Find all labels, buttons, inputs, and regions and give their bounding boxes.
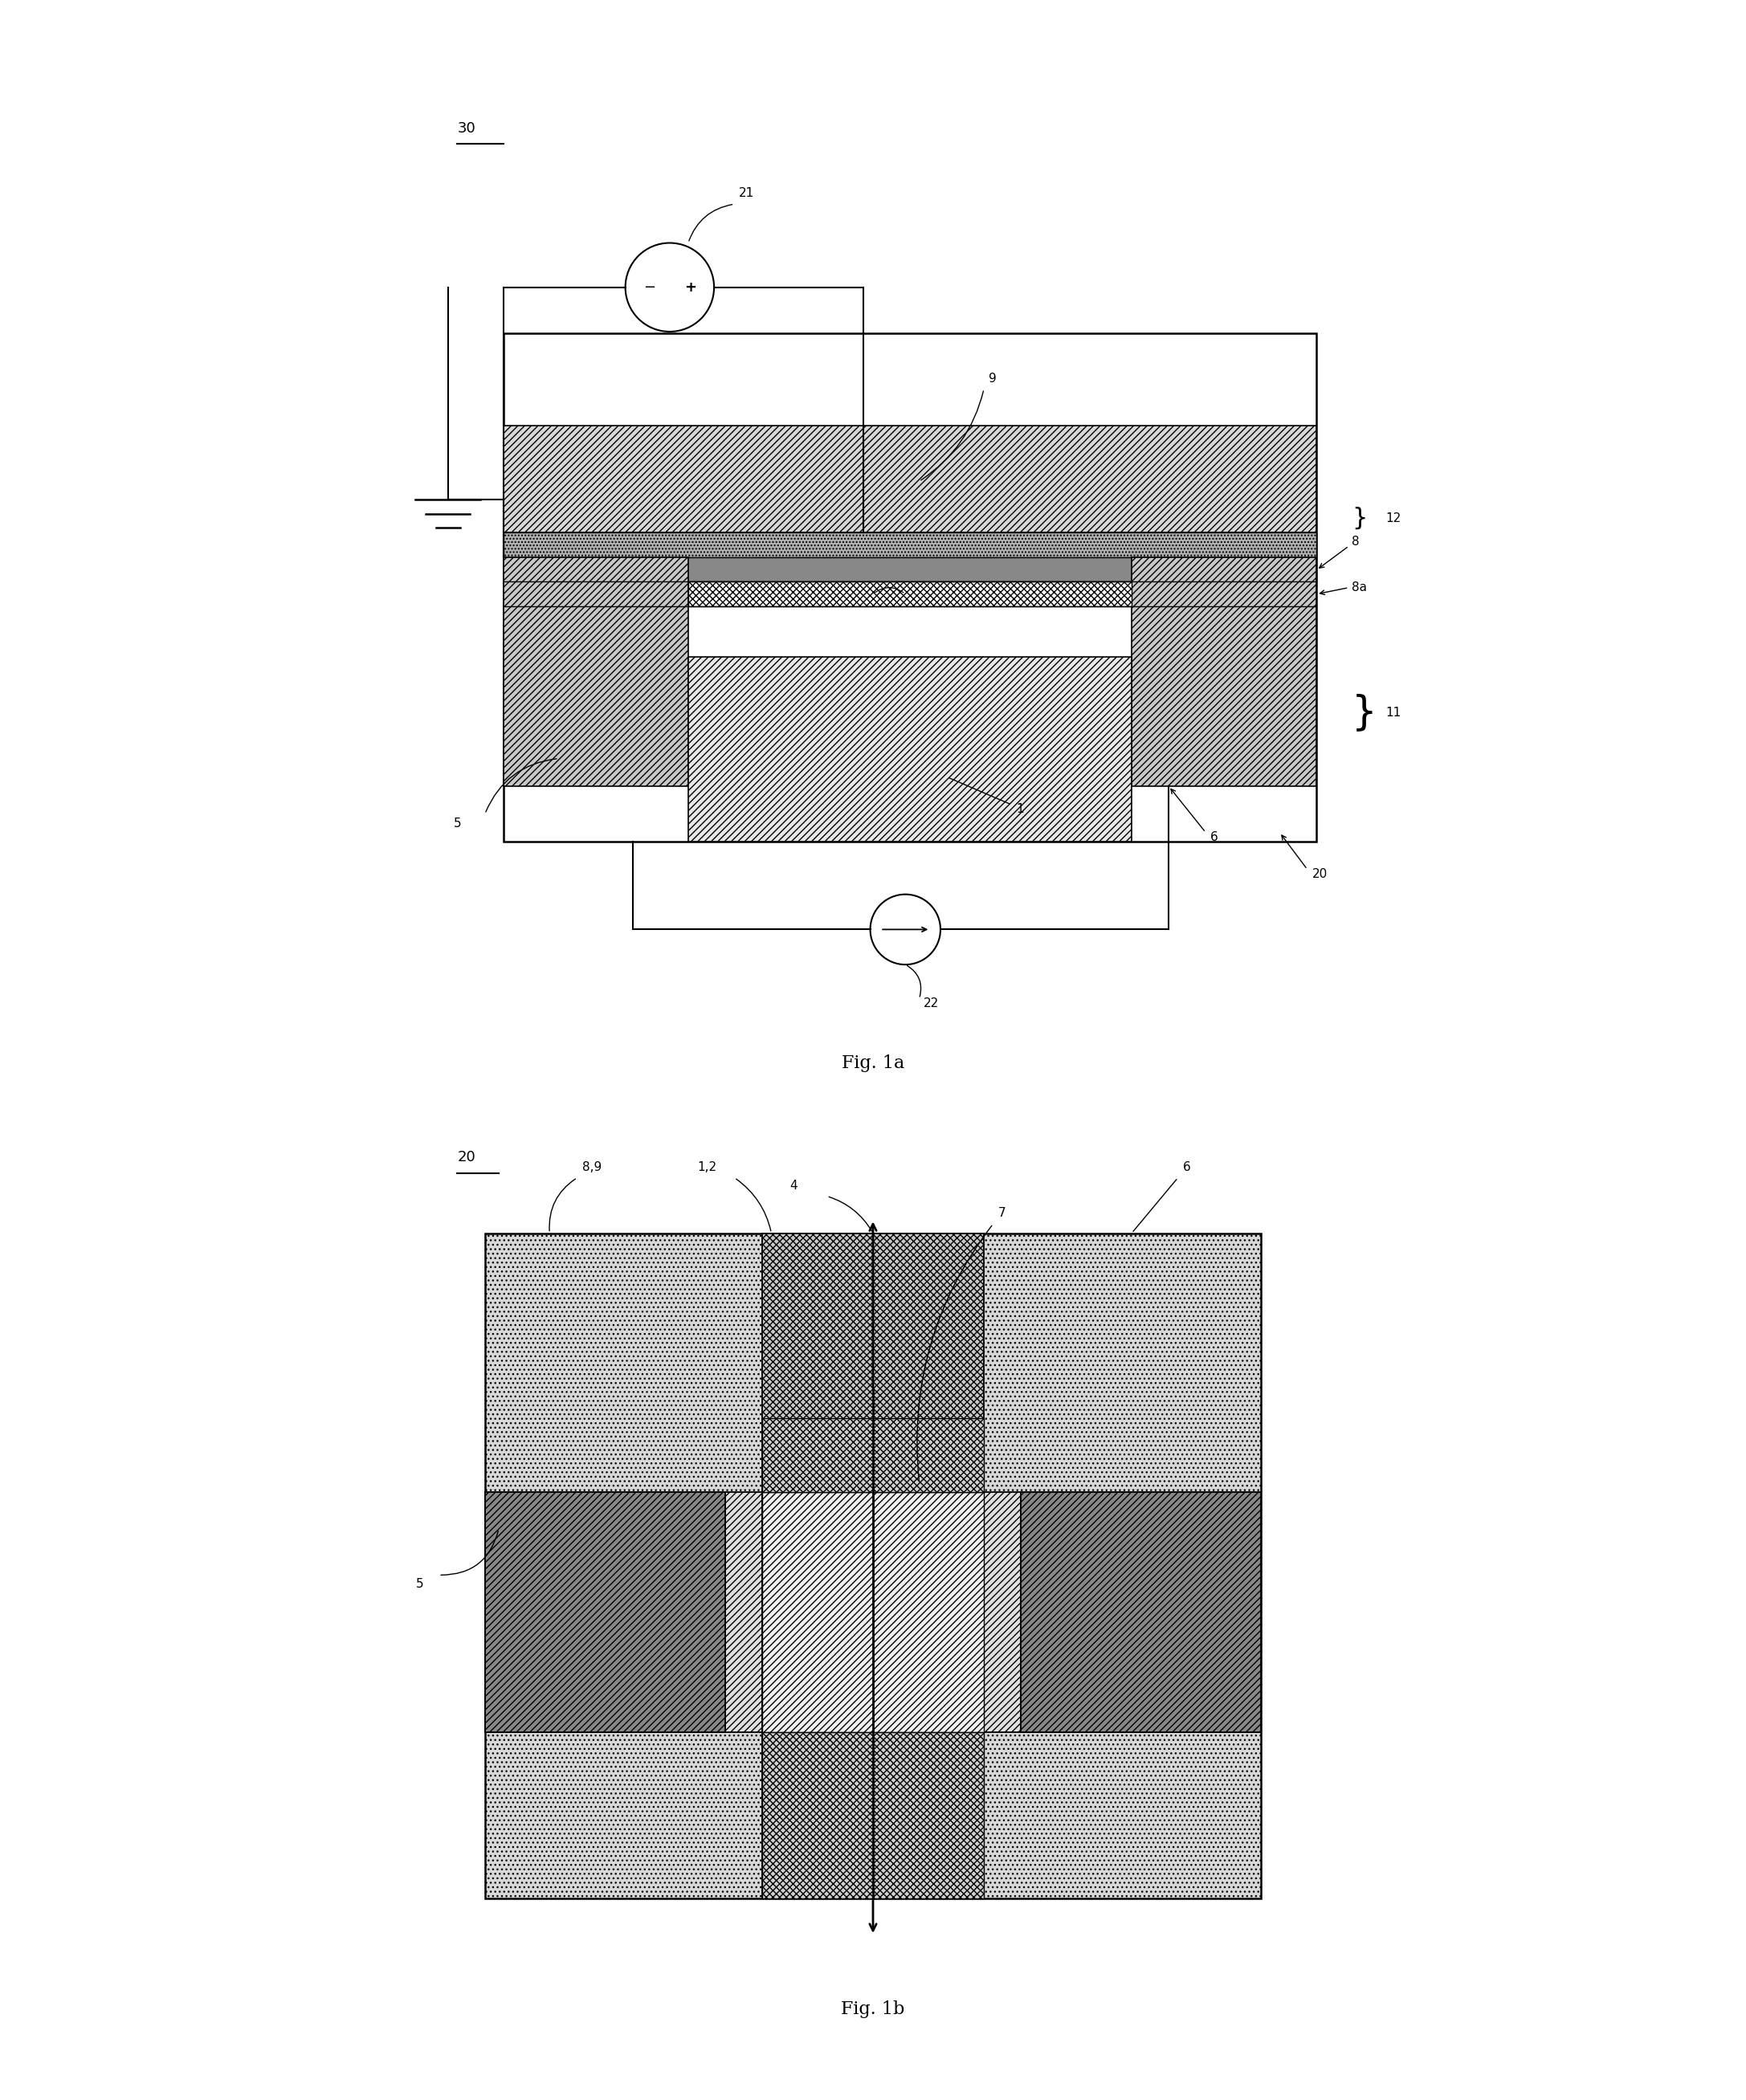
Text: 8a: 8a xyxy=(1351,582,1367,594)
Text: Fig. 1b: Fig. 1b xyxy=(842,1999,904,2018)
Text: 7: 7 xyxy=(997,1207,1006,1220)
Bar xyxy=(761,1491,985,1732)
Text: 21: 21 xyxy=(739,187,754,200)
Text: 6: 6 xyxy=(1182,1161,1191,1174)
Text: 5: 5 xyxy=(416,1579,423,1590)
Bar xyxy=(485,1491,725,1732)
Bar xyxy=(503,556,688,785)
Text: 8,9: 8,9 xyxy=(581,1161,601,1174)
Text: 20: 20 xyxy=(1311,867,1327,880)
Text: −: − xyxy=(643,279,655,294)
Text: 12: 12 xyxy=(1386,512,1402,525)
Text: 22: 22 xyxy=(924,998,939,1010)
Bar xyxy=(761,1233,985,1898)
Text: 9: 9 xyxy=(988,372,997,384)
Bar xyxy=(485,1233,1261,1898)
Bar xyxy=(688,657,1131,842)
Bar xyxy=(761,1491,985,1732)
Bar xyxy=(1021,1491,1261,1732)
Text: Fig. 1a: Fig. 1a xyxy=(842,1054,904,1071)
Bar xyxy=(485,1491,1261,1732)
Bar xyxy=(1021,1491,1261,1732)
Bar xyxy=(503,531,1316,556)
Text: 5: 5 xyxy=(454,817,461,829)
Bar xyxy=(688,582,1131,607)
Bar xyxy=(761,1418,985,1491)
Bar xyxy=(761,1732,985,1898)
Text: 10: 10 xyxy=(814,588,828,601)
Bar xyxy=(503,334,1316,842)
Text: 1,2: 1,2 xyxy=(697,1161,718,1174)
Text: +: + xyxy=(684,279,697,294)
Text: 20: 20 xyxy=(457,1151,475,1163)
Text: 4: 4 xyxy=(789,1180,798,1191)
Text: 1: 1 xyxy=(1016,804,1023,815)
Bar xyxy=(1131,556,1316,785)
Bar xyxy=(485,1491,725,1732)
Bar xyxy=(503,426,1316,531)
Text: 7: 7 xyxy=(906,588,913,601)
Bar xyxy=(503,556,1316,582)
Text: 6: 6 xyxy=(1210,832,1219,842)
Text: 30: 30 xyxy=(457,122,475,134)
Text: 11: 11 xyxy=(1386,706,1402,718)
Text: }: } xyxy=(1351,693,1378,731)
Text: 8: 8 xyxy=(1351,536,1360,548)
Text: 2, 2a: 2, 2a xyxy=(702,588,730,601)
Text: }: } xyxy=(1351,506,1367,529)
